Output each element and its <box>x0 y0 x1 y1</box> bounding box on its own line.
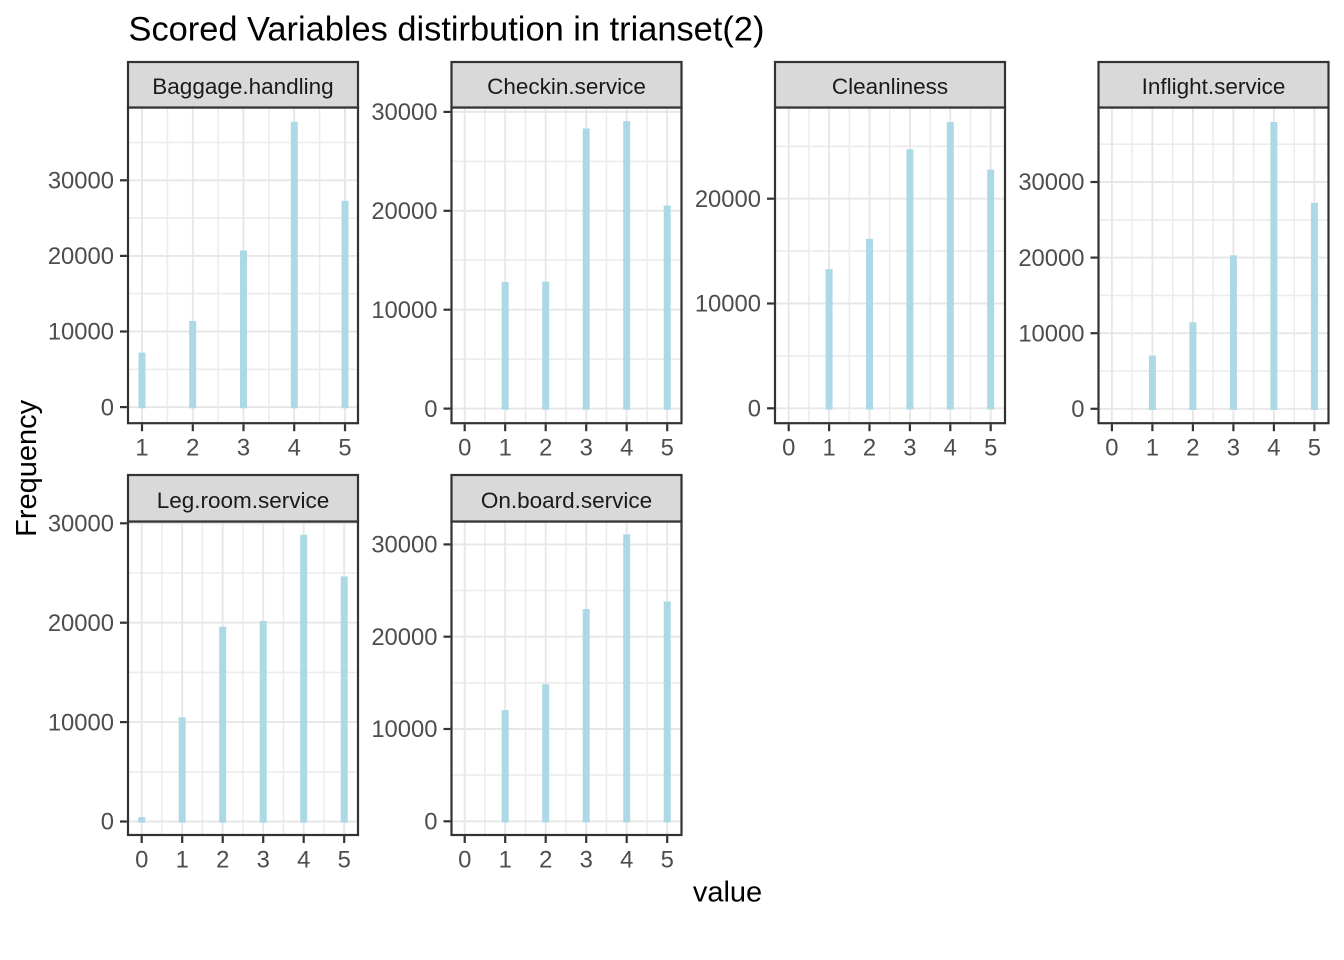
svg-text:Cleanliness: Cleanliness <box>832 74 948 99</box>
svg-text:4: 4 <box>620 435 633 462</box>
svg-text:0: 0 <box>135 847 148 874</box>
svg-text:20000: 20000 <box>1018 245 1084 272</box>
svg-text:5: 5 <box>661 847 674 874</box>
svg-text:1: 1 <box>499 847 512 874</box>
svg-text:Inflight.service: Inflight.service <box>1142 74 1286 99</box>
svg-text:10000: 10000 <box>371 297 437 324</box>
svg-text:20000: 20000 <box>48 243 114 270</box>
svg-text:On.board.service: On.board.service <box>481 488 652 513</box>
svg-text:Leg.room.service: Leg.room.service <box>157 488 330 513</box>
svg-text:0: 0 <box>1071 396 1084 423</box>
svg-text:5: 5 <box>1308 435 1321 462</box>
svg-text:2: 2 <box>863 435 876 462</box>
svg-text:0: 0 <box>1105 435 1118 462</box>
svg-text:value: value <box>693 877 762 909</box>
svg-text:0: 0 <box>424 396 437 423</box>
svg-text:0: 0 <box>748 396 761 423</box>
svg-text:1: 1 <box>822 435 835 462</box>
svg-text:2: 2 <box>539 435 552 462</box>
svg-text:4: 4 <box>297 847 310 874</box>
svg-text:Scored Variables distirbution: Scored Variables distirbution in trianse… <box>129 10 765 48</box>
svg-text:30000: 30000 <box>48 511 114 538</box>
svg-text:0: 0 <box>424 809 437 836</box>
svg-text:20000: 20000 <box>48 610 114 637</box>
svg-text:0: 0 <box>458 435 471 462</box>
svg-text:0: 0 <box>782 435 795 462</box>
svg-text:2: 2 <box>1186 435 1199 462</box>
svg-text:10000: 10000 <box>48 319 114 346</box>
svg-text:30000: 30000 <box>371 532 437 559</box>
svg-text:5: 5 <box>338 435 351 462</box>
svg-text:5: 5 <box>984 435 997 462</box>
svg-text:Frequency: Frequency <box>11 399 43 537</box>
svg-text:0: 0 <box>101 394 114 421</box>
svg-text:3: 3 <box>580 847 593 874</box>
svg-text:20000: 20000 <box>371 198 437 225</box>
svg-text:2: 2 <box>539 847 552 874</box>
svg-text:2: 2 <box>216 847 229 874</box>
svg-text:10000: 10000 <box>371 716 437 743</box>
svg-text:10000: 10000 <box>695 291 761 318</box>
svg-text:20000: 20000 <box>371 624 437 651</box>
svg-text:3: 3 <box>903 435 916 462</box>
svg-text:1: 1 <box>499 435 512 462</box>
svg-text:5: 5 <box>338 847 351 874</box>
svg-text:1: 1 <box>176 847 189 874</box>
svg-text:3: 3 <box>257 847 270 874</box>
svg-text:2: 2 <box>186 435 199 462</box>
svg-text:4: 4 <box>620 847 633 874</box>
svg-text:3: 3 <box>237 435 250 462</box>
svg-text:4: 4 <box>288 435 301 462</box>
svg-text:30000: 30000 <box>48 168 114 195</box>
svg-text:3: 3 <box>1227 435 1240 462</box>
svg-text:10000: 10000 <box>1018 320 1084 347</box>
svg-text:Baggage.handling: Baggage.handling <box>152 74 333 99</box>
svg-text:30000: 30000 <box>1018 169 1084 196</box>
svg-text:Checkin.service: Checkin.service <box>487 74 646 99</box>
svg-text:0: 0 <box>458 847 471 874</box>
svg-text:4: 4 <box>944 435 957 462</box>
svg-text:20000: 20000 <box>695 186 761 213</box>
svg-text:0: 0 <box>101 809 114 836</box>
svg-text:30000: 30000 <box>371 99 437 126</box>
svg-text:1: 1 <box>135 435 148 462</box>
svg-text:10000: 10000 <box>48 709 114 736</box>
svg-text:4: 4 <box>1267 435 1280 462</box>
svg-text:1: 1 <box>1146 435 1159 462</box>
svg-text:3: 3 <box>580 435 593 462</box>
svg-text:5: 5 <box>661 435 674 462</box>
